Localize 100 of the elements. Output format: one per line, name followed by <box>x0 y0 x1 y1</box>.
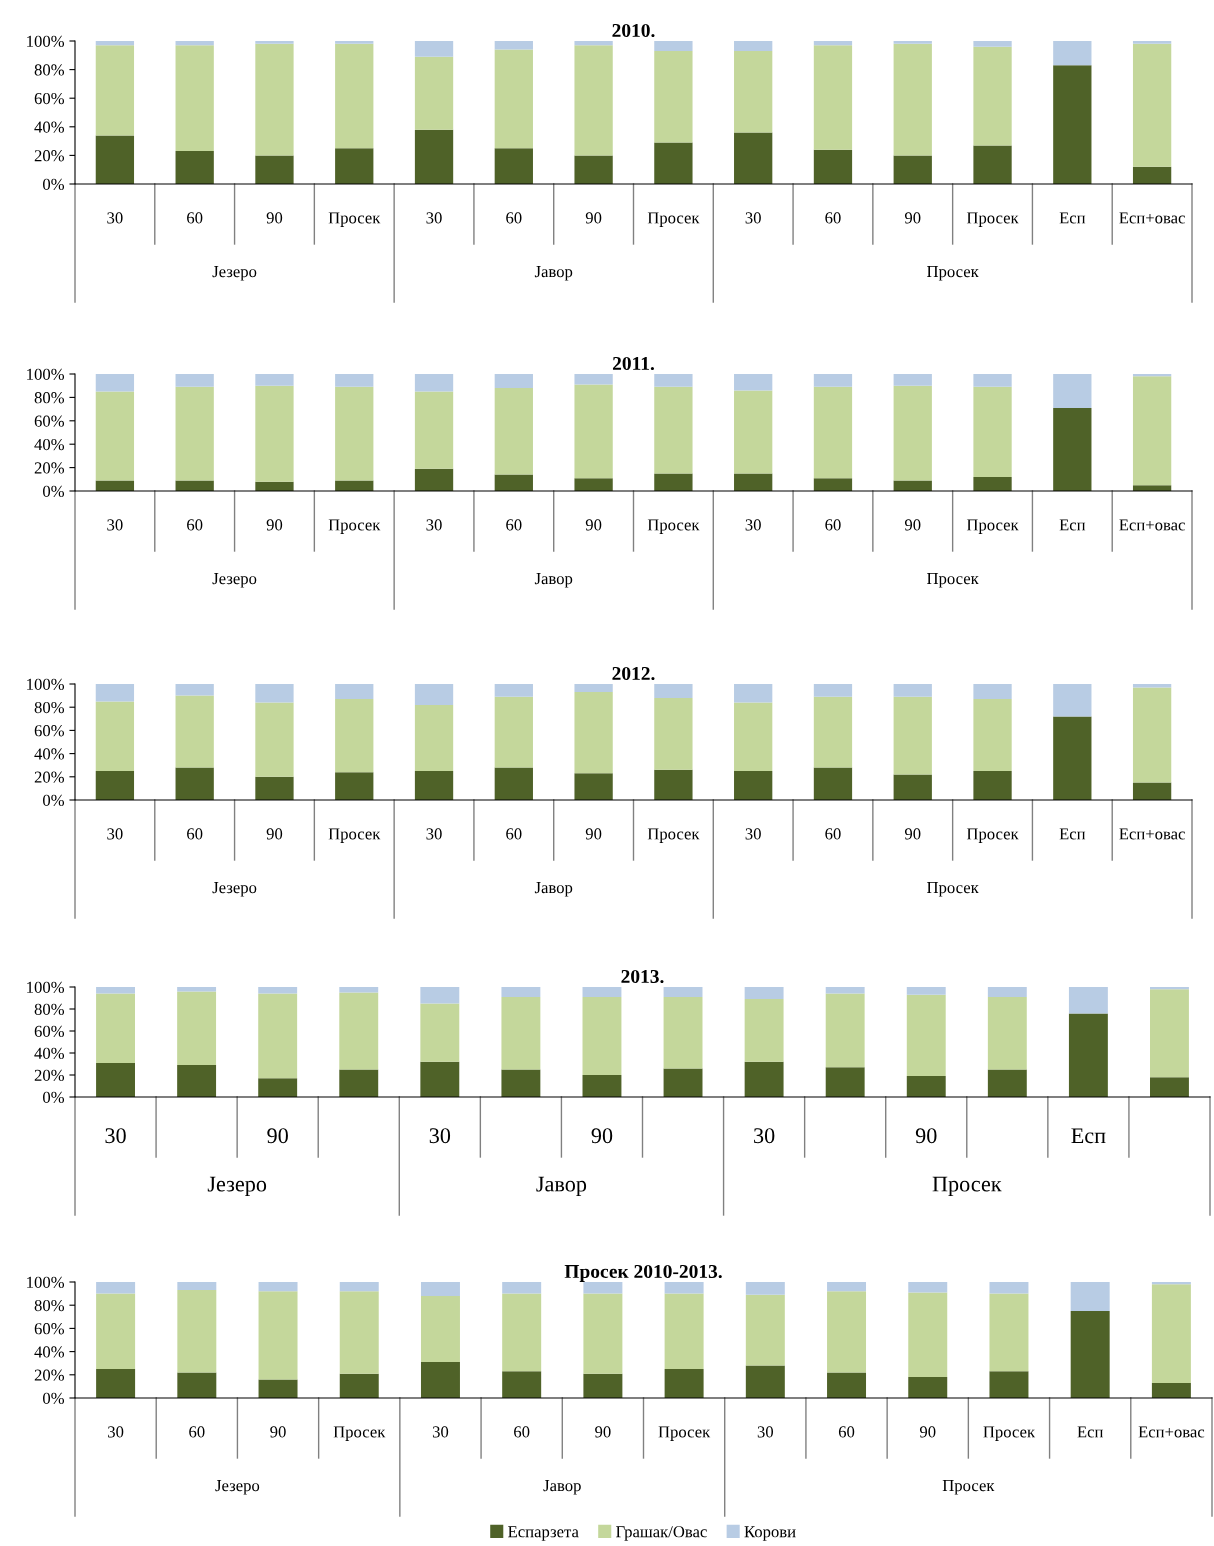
y-tick-label: 40% <box>34 121 65 133</box>
x-tick-label: 30 <box>754 1128 775 1144</box>
bar <box>908 1292 948 1378</box>
x-tick-label: Есп <box>1071 1128 1106 1144</box>
bar <box>1053 684 1092 717</box>
bar <box>175 45 214 152</box>
bar <box>654 142 693 184</box>
x-tick-label: Просек <box>966 828 1019 843</box>
bar <box>255 684 294 703</box>
bar <box>734 702 773 771</box>
bar <box>664 1293 704 1369</box>
bar <box>1053 716 1092 800</box>
chart-title: 2013. <box>621 969 664 984</box>
text: Језеро <box>212 573 257 588</box>
y-tick-label: 80% <box>34 701 65 714</box>
bar <box>654 769 693 800</box>
bar <box>664 1282 704 1294</box>
bar <box>335 43 374 149</box>
bar <box>255 776 294 800</box>
bar <box>989 1293 1029 1372</box>
bar <box>258 1379 298 1398</box>
bar <box>255 374 294 386</box>
x-tick-label: 30 <box>426 519 442 531</box>
bar <box>258 1291 298 1380</box>
bar <box>582 987 622 997</box>
bar <box>1150 1077 1189 1097</box>
bar <box>177 987 217 992</box>
bar <box>335 148 374 184</box>
bar <box>1150 989 1189 1078</box>
bar <box>175 684 214 696</box>
x-tick-label: 60 <box>825 212 841 224</box>
bar <box>335 386 374 481</box>
y-tick-label: 100% <box>27 981 65 993</box>
bar <box>414 374 454 392</box>
bar <box>96 993 135 1063</box>
x-tick-label: 90 <box>919 1426 936 1438</box>
text: Језеро <box>212 266 257 281</box>
bar <box>813 41 853 46</box>
bar <box>494 684 533 697</box>
x-tick-label: Просек <box>658 1426 711 1441</box>
x-tick-label: Просек <box>983 1426 1036 1441</box>
y-tick-label: 0% <box>43 1392 65 1404</box>
bar <box>420 1282 460 1296</box>
x-tick-label: Просек <box>333 1426 386 1441</box>
bar <box>813 684 853 697</box>
x-tick-label: 60 <box>506 519 522 531</box>
bar <box>973 699 1012 771</box>
bar <box>893 684 932 697</box>
bar <box>906 987 946 995</box>
bar <box>95 701 135 771</box>
bar <box>745 1294 785 1366</box>
bar <box>414 129 454 184</box>
y-tick-label: 20% <box>34 771 65 783</box>
bar <box>893 374 932 386</box>
bar <box>95 45 135 136</box>
bar <box>339 1069 379 1097</box>
bar <box>893 696 932 775</box>
bar <box>95 374 135 392</box>
x-tick-label: 60 <box>187 828 203 840</box>
bar <box>420 1061 460 1097</box>
bar <box>95 41 135 46</box>
bar <box>335 684 374 700</box>
bar <box>414 684 454 705</box>
x-tick-label: Есп+овас <box>1119 519 1185 531</box>
bar <box>501 987 541 997</box>
bar <box>255 385 294 482</box>
bar <box>654 374 693 387</box>
x-tick-label: 90 <box>266 212 283 224</box>
bar <box>574 45 613 156</box>
x-tick-label: 30 <box>432 1426 449 1438</box>
bar <box>414 56 454 130</box>
bar <box>734 684 773 703</box>
bar <box>987 987 1027 997</box>
bar <box>813 45 853 150</box>
bar <box>1053 407 1092 491</box>
bar <box>96 1282 136 1294</box>
bar <box>258 1282 298 1292</box>
bar <box>734 390 773 474</box>
bar <box>906 994 946 1077</box>
x-tick-label: Просек <box>966 519 1019 534</box>
bar <box>494 767 533 800</box>
bar <box>583 1293 623 1374</box>
bar <box>420 1003 460 1062</box>
x-tick-label: 90 <box>585 828 602 840</box>
bar <box>973 145 1012 184</box>
x-tick-label: 30 <box>107 519 123 531</box>
x-tick-label: 30 <box>108 1426 124 1438</box>
bar <box>654 41 693 52</box>
y-tick-label: 100% <box>27 368 65 380</box>
y-tick-label: 60% <box>34 415 65 427</box>
text: Просек <box>942 1480 995 1495</box>
x-tick-label: Есп <box>1077 1426 1104 1438</box>
bar <box>893 385 932 481</box>
bar <box>501 996 541 1070</box>
bar <box>502 1371 542 1398</box>
x-tick-label: Есп+овас <box>1138 1426 1205 1438</box>
bar <box>494 148 533 184</box>
bar <box>654 684 693 698</box>
text: Просек <box>927 882 979 897</box>
x-tick-label: 90 <box>904 519 921 531</box>
